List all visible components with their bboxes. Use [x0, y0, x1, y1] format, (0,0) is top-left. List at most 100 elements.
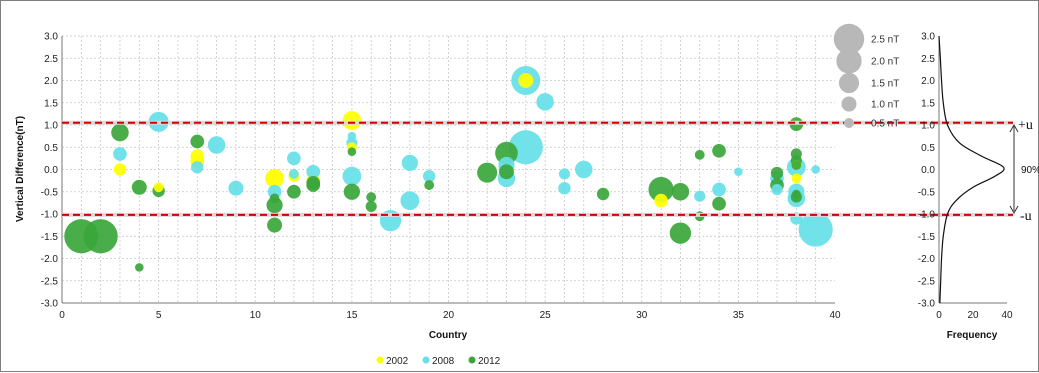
y-axis-title: Vertical Difference(nT) [15, 116, 26, 222]
frequency-y-tick-label: -1.0 [918, 210, 936, 221]
y-tick-label: -3.0 [41, 299, 59, 310]
scatter-point-2008 [694, 190, 706, 202]
x-tick-label: 15 [346, 310, 358, 321]
x-tick-label: 20 [443, 310, 455, 321]
scatter-point-2012 [477, 162, 498, 183]
scatter-point-2002 [153, 182, 164, 193]
scatter-point-2008 [798, 212, 833, 247]
frequency-y-tick-label: -3.0 [918, 299, 936, 310]
x-tick-label: 0 [59, 310, 65, 321]
scatter-point-2012 [792, 189, 801, 199]
x-tick-label: 10 [250, 310, 262, 321]
scatter-point-2008 [401, 154, 418, 171]
frequency-x-tick-labels: 0 20 40 [936, 310, 1013, 321]
scatter-point-2012 [269, 193, 280, 204]
main-y-tick-labels: 3.0 2.5 2.0 1.5 1.0 0.5 0.0 -0.5 -1.0 -1.5 -2.0 -2.… [41, 32, 59, 310]
y-tick-label: -2.0 [41, 254, 59, 265]
scatter-point-2002 [269, 171, 280, 182]
legend-marker-2002 [376, 356, 384, 364]
scatter-point-2012 [365, 200, 377, 212]
x-axis-title: Country [429, 330, 468, 341]
size-legend-label: 1.0 nT [871, 100, 899, 111]
frequency-y-tick-label: -2.0 [918, 254, 936, 265]
x-tick-label: 25 [540, 310, 552, 321]
scatter-point-2012 [190, 134, 205, 149]
y-tick-label: -1.5 [41, 232, 59, 243]
x-tick-label: 30 [636, 310, 648, 321]
y-tick-label: -0.5 [41, 187, 59, 198]
frequency-y-tick-label: -2.5 [918, 276, 936, 287]
scatter-point-2008 [536, 93, 554, 111]
x-tick-label: 5 [156, 310, 162, 321]
frequency-y-tick-label: 0.5 [921, 143, 935, 154]
scatter-point-2008 [347, 131, 357, 141]
frequency-y-tick-label: 3.0 [921, 32, 935, 43]
main-x-tick-labels: 0 5 10 15 20 25 30 35 40 [59, 310, 841, 321]
scatter-point-2012 [83, 219, 118, 254]
scatter-point-2012 [669, 222, 692, 244]
scatter-point-2008 [558, 168, 571, 180]
scatter-point-2008 [287, 151, 301, 166]
scatter-point-2008 [558, 181, 571, 195]
scatter-point-2008 [712, 182, 726, 197]
band-annotation: +u -u 90% [1009, 118, 1039, 224]
scatter-point-2012 [135, 263, 144, 272]
scatter-point-2012 [424, 180, 435, 190]
percent-label: 90% [1021, 165, 1039, 176]
scatter-point-2012 [347, 147, 357, 156]
frequency-y-tick-label: -1.5 [918, 232, 936, 243]
legend-label-2012: 2012 [478, 356, 501, 367]
main-plot-grid [62, 35, 835, 304]
frequency-y-tick-label: -0.5 [918, 187, 936, 198]
scatter-point-2012 [791, 160, 802, 170]
scatter-point-2008 [400, 191, 420, 211]
frequency-curve [938, 35, 1005, 304]
scatter-point-2012 [306, 178, 321, 192]
scatter-point-2008 [342, 166, 362, 186]
main-plot-axes [61, 36, 835, 304]
size-legend-circle [841, 96, 857, 112]
y-tick-label: -2.5 [41, 276, 59, 287]
scatter-point-2012 [671, 182, 690, 201]
scatter-point-2012 [694, 149, 705, 160]
scatter-point-2012 [712, 143, 726, 158]
lower-band-label: -u [1020, 209, 1032, 224]
scatter-point-2008 [575, 160, 593, 179]
size-legend-circle [838, 72, 860, 94]
frequency-x-tick-label: 40 [1001, 310, 1013, 321]
y-tick-label: -1.0 [41, 210, 59, 221]
scatter-point-2008 [228, 180, 244, 196]
band-arrow-head-down [1009, 205, 1019, 215]
scatter-point-2008 [811, 165, 820, 174]
scatter-point-2012 [495, 141, 518, 165]
frequency-plot-axes [938, 36, 1007, 304]
scatter-point-2012 [343, 183, 360, 200]
size-legend-circle [844, 118, 854, 128]
scatter-point-2012 [648, 176, 674, 203]
size-legend-label: 1.5 nT [871, 79, 899, 90]
y-tick-label: 1.0 [44, 121, 58, 132]
frequency-x-tick-label: 0 [936, 310, 942, 321]
frequency-y-tick-label: 1.5 [921, 98, 935, 109]
scatter-point-2008 [771, 183, 783, 196]
scatter-point-2008 [306, 164, 321, 179]
scatter-point-2008 [207, 136, 226, 154]
y-tick-label: 2.5 [44, 54, 58, 65]
scatter-point-2008 [288, 169, 299, 179]
size-legend-label: 2.5 nT [871, 35, 899, 46]
y-tick-label: 0.0 [44, 165, 58, 176]
size-legend-circle [833, 23, 865, 55]
size-legend-label: 2.0 nT [871, 57, 899, 68]
scatter-point-2002 [791, 173, 802, 184]
scatter-point-2012 [287, 184, 301, 199]
frequency-y-tick-label: 2.5 [921, 54, 935, 65]
frequency-x-tick-label: 20 [967, 310, 979, 321]
frequency-y-tick-label: 2.0 [921, 76, 935, 87]
x-tick-label: 40 [829, 310, 841, 321]
frequency-axis-title: Frequency [947, 330, 998, 341]
scatter-point-2002 [342, 111, 362, 130]
y-tick-label: 2.0 [44, 76, 58, 87]
scatter-point-2008 [191, 161, 204, 174]
